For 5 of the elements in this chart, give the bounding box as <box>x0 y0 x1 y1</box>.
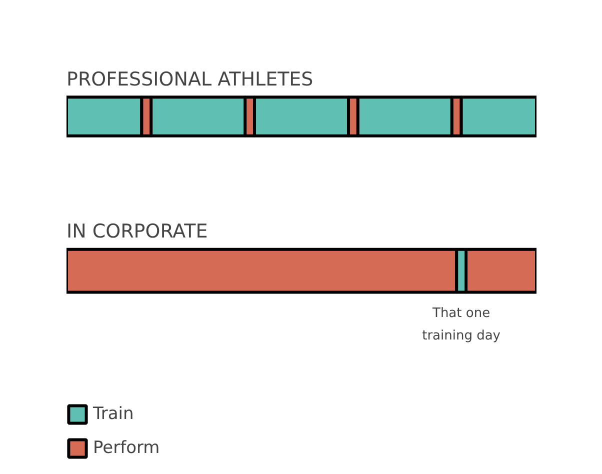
chart-title: PROFESSIONAL ATHLETES <box>66 68 314 90</box>
text: That one training day <box>422 306 501 344</box>
legend-label: Train <box>93 404 134 424</box>
legend-label: Perform <box>93 438 160 458</box>
chart-title: IN CORPORATE <box>66 220 208 242</box>
